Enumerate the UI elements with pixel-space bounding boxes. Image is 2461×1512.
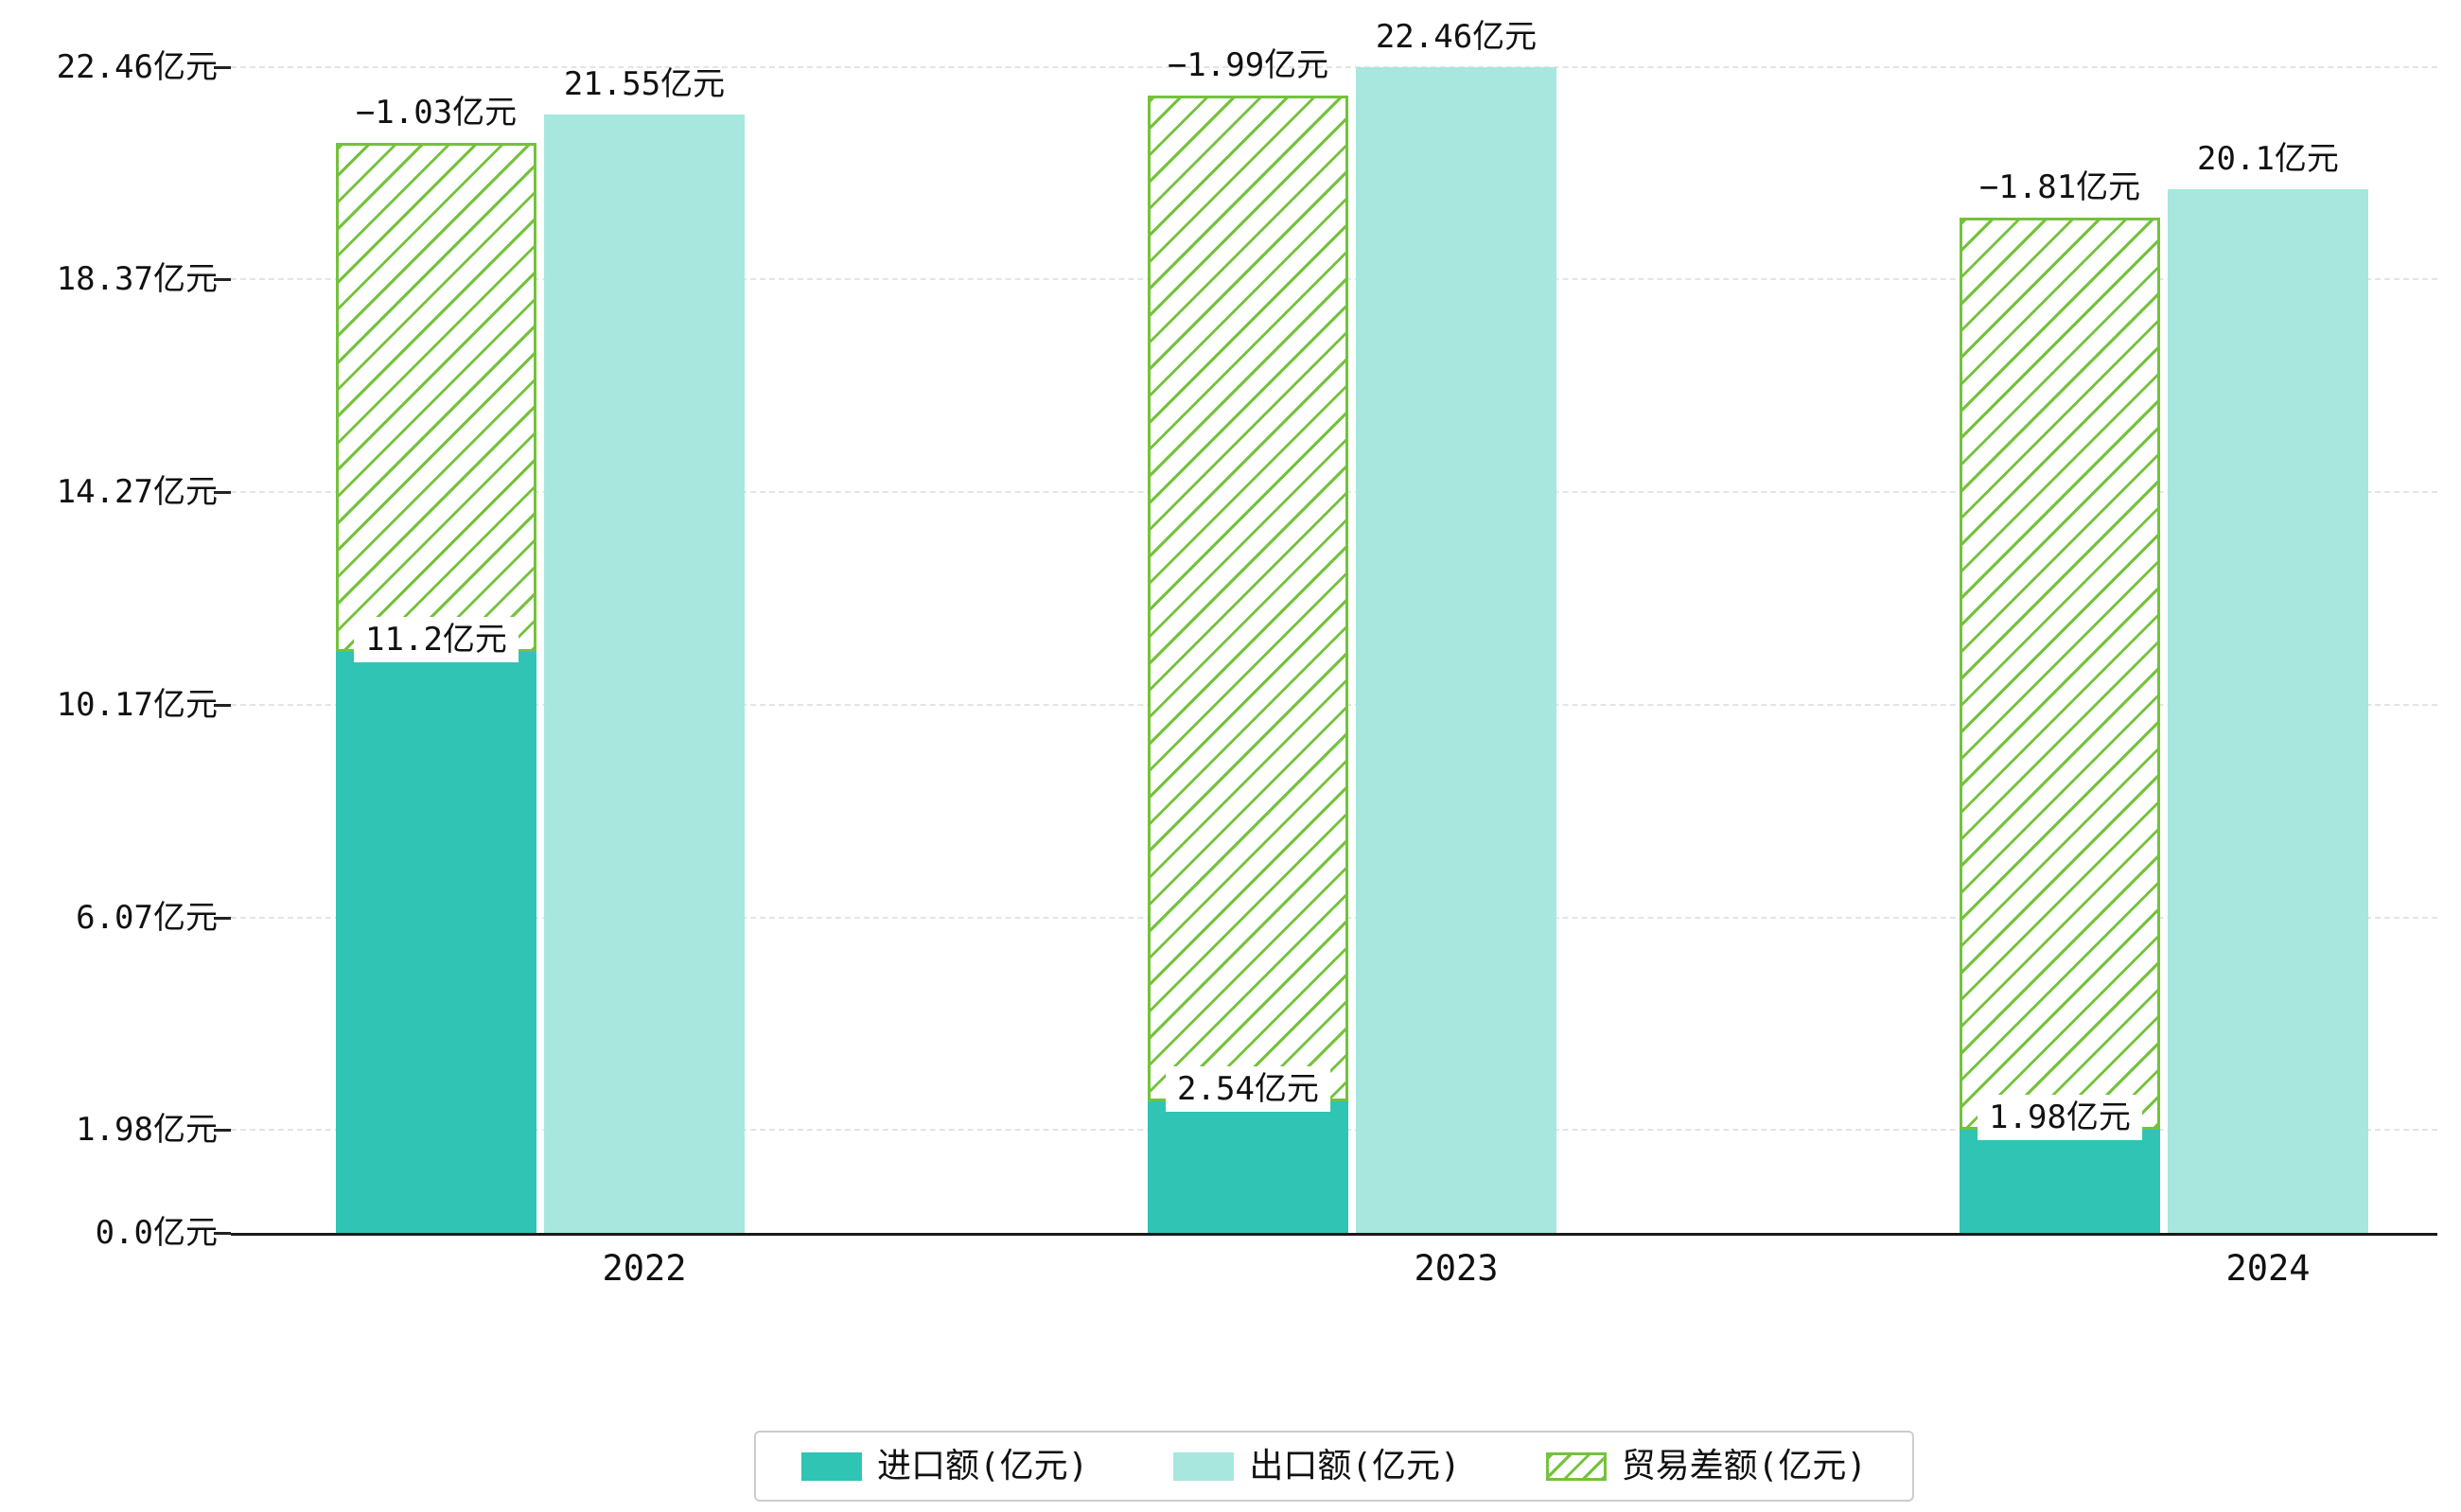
y-axis-tick-label: 0.0亿元 [95,1214,218,1252]
export-value-label: 20.1亿元 [2197,140,2339,179]
y-tick-mark [214,65,231,69]
x-axis-category-label: 2024 [2225,1248,2311,1289]
legend: 进口额(亿元) 出口额(亿元) 贸易差额(亿元) [753,1431,1915,1503]
import-value-label: 1.98亿元 [1978,1095,2142,1141]
trade-balance-value-label: −1.99亿元 [1167,46,1329,84]
import-bar [336,651,536,1233]
import-value-label: 2.54亿元 [1166,1065,1330,1112]
export-bar [1356,67,1556,1233]
trade-balance-value-label: −1.03亿元 [355,93,518,132]
import-bar [1148,1100,1348,1233]
trade-balance-value-label: −1.81亿元 [1978,168,2141,207]
legend-item-trade-balance: 贸易差额(亿元) [1545,1446,1868,1486]
y-tick-mark [214,1231,231,1235]
trade-balance-bar [1960,218,2160,1131]
trade-balance-bar [1148,96,1348,1101]
import-bar [1960,1130,2160,1233]
legend-item-import: 进口额(亿元) [800,1446,1089,1486]
x-axis-line [231,1233,2437,1236]
y-axis-tick-label: 1.98亿元 [76,1111,218,1150]
y-axis-tick-label: 14.27亿元 [56,473,218,512]
y-tick-mark [214,490,231,494]
export-bar [2168,189,2368,1233]
x-axis-category-label: 2022 [602,1248,687,1289]
y-tick-mark [214,277,231,281]
legend-label-trade-balance: 贸易差额(亿元) [1621,1447,1868,1486]
gridline [231,66,2437,68]
y-axis-tick-label: 10.17亿元 [56,686,218,725]
trade-balance-hatch-swatch-icon [1545,1451,1607,1481]
import-value-label: 11.2亿元 [354,616,519,662]
y-tick-mark [214,1128,231,1132]
import-swatch-icon [800,1451,862,1481]
legend-label-export: 出口额(亿元) [1249,1447,1461,1486]
export-value-label: 21.55亿元 [563,64,726,103]
export-value-label: 22.46亿元 [1375,18,1538,56]
trade-balance-bar [336,142,536,652]
y-axis-tick-label: 22.46亿元 [56,48,218,86]
y-tick-mark [214,916,231,920]
y-tick-mark [214,703,231,707]
y-axis-tick-label: 6.07亿元 [76,899,218,938]
y-axis-tick-label: 18.37亿元 [56,260,218,299]
x-axis-category-label: 2023 [1414,1248,1499,1289]
legend-label-import: 进口额(亿元) [876,1447,1089,1486]
legend-item-export: 出口额(亿元) [1173,1446,1461,1486]
export-swatch-icon [1173,1451,1235,1481]
export-bar [544,114,745,1233]
